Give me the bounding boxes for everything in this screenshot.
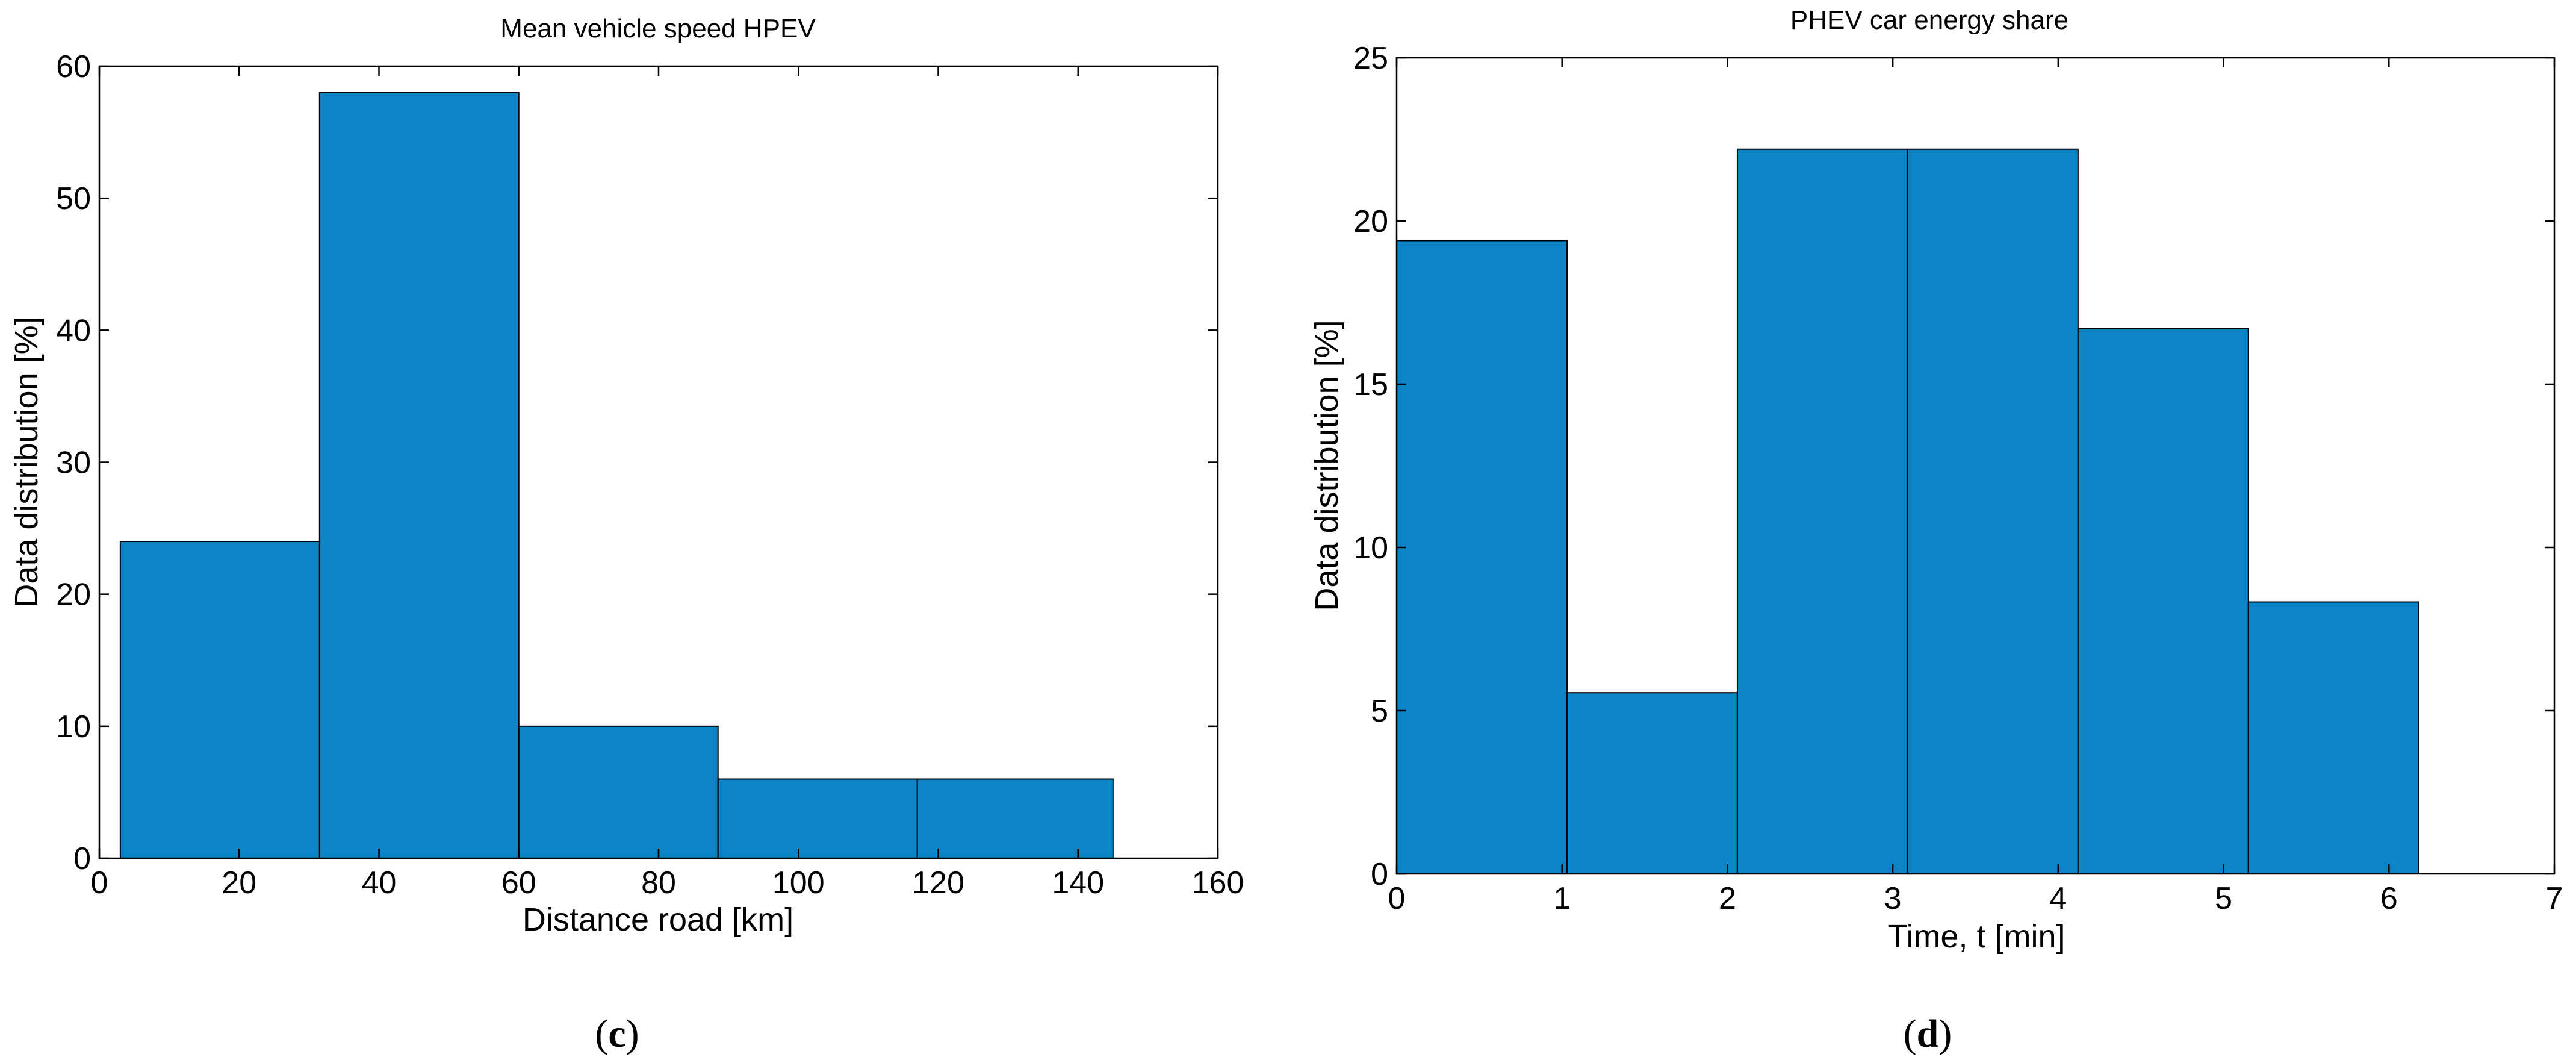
chart-c-x-tick-label: 160 [1192, 865, 1244, 900]
chart-d-bar-2 [1566, 692, 1738, 874]
chart-c-y-tick-label: 50 [56, 181, 91, 216]
chart-d-bar-4 [1907, 148, 2079, 874]
chart-c-bar-2 [318, 92, 520, 859]
chart-c-caption-close: ) [626, 1012, 639, 1056]
chart-d-plot-frame [1395, 57, 2556, 875]
chart-c-y-tick-label: 30 [56, 446, 91, 481]
chart-d-x-tick-label: 7 [2546, 881, 2563, 916]
chart-c-y-tick-label: 10 [56, 709, 91, 744]
chart-d-bar-1 [1396, 240, 1568, 874]
chart-c-x-axis-label: Distance road [km] [523, 902, 793, 938]
chart-d-y-tick-label: 20 [1353, 204, 1388, 239]
chart-d-x-axis-label: Time, t [min] [1887, 918, 2065, 955]
chart-c-y-tick-label: 0 [73, 841, 91, 876]
chart-d-bar-5 [2077, 328, 2249, 874]
chart-c-bar-5 [916, 778, 1114, 859]
chart-c-x-tick-label: 100 [772, 865, 825, 900]
chart-d-caption: (d) [1904, 1012, 1952, 1056]
chart-d-caption-close: ) [1938, 1012, 1952, 1056]
chart-d-x-tick-label: 4 [2049, 881, 2067, 916]
chart-c-caption-letter: c [608, 1012, 625, 1056]
chart-d-x-tick-label: 3 [1884, 881, 1902, 916]
chart-c: Mean vehicle speed HPEV 0 20 40 60 80 100 120 1… [8, 14, 1244, 1056]
chart-d-y-tick-label: 15 [1353, 367, 1388, 402]
chart-d-bars [1396, 148, 2419, 874]
chart-d-bar-3 [1736, 148, 1908, 874]
chart-d-y-axis-label: Data distribution [%] [1309, 320, 1345, 611]
chart-c-x-tick-label: 20 [222, 865, 256, 900]
chart-c-x-tick-label: 0 [91, 865, 108, 900]
chart-c-y-tick-label: 60 [56, 49, 91, 84]
chart-c-bar-4 [717, 778, 918, 859]
chart-c-x-tick-label: 80 [641, 865, 676, 900]
chart-d-x-tick-label: 6 [2380, 881, 2398, 916]
chart-c-x-tick-label: 60 [501, 865, 536, 900]
chart-c-ticks: 0 20 40 60 80 100 120 140 160 0 10 20 30 40 50 60 [56, 49, 1244, 900]
chart-d-x-tick-label: 1 [1553, 881, 1571, 916]
chart-d-x-tick-label: 5 [2215, 881, 2232, 916]
chart-c-y-axis-label: Data distribution [%] [8, 316, 45, 607]
chart-c-caption: (c) [595, 1012, 639, 1056]
chart-c-bar-3 [518, 725, 719, 859]
chart-d-x-tick-label: 0 [1388, 881, 1406, 916]
chart-d-ticks: 0 1 2 3 4 5 6 7 0 5 10 15 20 25 [1353, 41, 2563, 916]
chart-d-y-tick-label: 25 [1353, 41, 1388, 76]
chart-d-y-tick-label: 5 [1371, 694, 1388, 729]
chart-c-bar-1 [119, 541, 320, 859]
chart-d-title: PHEV car energy share [1790, 5, 2069, 35]
chart-d-y-tick-label: 0 [1371, 857, 1388, 892]
chart-d: PHEV car energy share 0 1 2 3 4 5 6 7 0 5 10 15 20 25… [1309, 5, 2563, 1056]
chart-c-x-tick-label: 120 [912, 865, 964, 900]
chart-c-caption-open: ( [595, 1012, 608, 1056]
chart-c-bars [119, 92, 1114, 859]
chart-c-y-tick-label: 40 [56, 313, 91, 348]
chart-d-bar-6 [2247, 601, 2419, 874]
chart-d-x-tick-label: 2 [1719, 881, 1736, 916]
chart-d-caption-open: ( [1904, 1012, 1917, 1056]
chart-c-y-tick-label: 20 [56, 578, 91, 613]
chart-c-x-tick-label: 140 [1052, 865, 1104, 900]
chart-c-title: Mean vehicle speed HPEV [500, 14, 816, 43]
chart-d-y-tick-label: 10 [1353, 531, 1388, 566]
chart-c-x-tick-label: 40 [362, 865, 397, 900]
chart-d-caption-letter: d [1917, 1012, 1939, 1056]
